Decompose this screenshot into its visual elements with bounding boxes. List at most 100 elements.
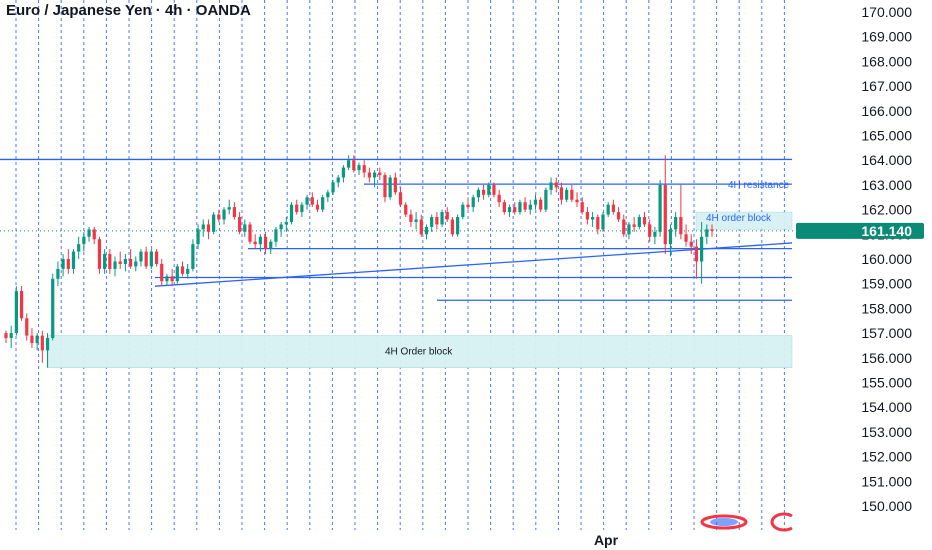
- candle-body[interactable]: [694, 246, 699, 262]
- candle-body[interactable]: [9, 333, 13, 339]
- candle-body[interactable]: [565, 189, 569, 200]
- candle-body[interactable]: [180, 266, 185, 274]
- candle-body[interactable]: [585, 212, 590, 220]
- candle-body[interactable]: [191, 244, 195, 269]
- candle-body[interactable]: [419, 219, 423, 235]
- candle-body[interactable]: [19, 291, 24, 319]
- candle-body[interactable]: [445, 212, 449, 220]
- candle-body[interactable]: [56, 268, 60, 279]
- candle-body[interactable]: [450, 219, 455, 235]
- candle-body[interactable]: [331, 182, 335, 193]
- candle-body[interactable]: [222, 209, 226, 220]
- candle-body[interactable]: [315, 204, 320, 210]
- candle-body[interactable]: [663, 184, 667, 245]
- candle-body[interactable]: [471, 197, 475, 208]
- candle-body[interactable]: [632, 224, 636, 227]
- candle-body[interactable]: [305, 197, 309, 205]
- candle-body[interactable]: [575, 199, 579, 203]
- candle-body[interactable]: [689, 241, 693, 247]
- candle-body[interactable]: [497, 194, 501, 203]
- candle-body[interactable]: [658, 184, 662, 232]
- candle-body[interactable]: [456, 217, 460, 235]
- candle-body[interactable]: [461, 204, 465, 218]
- candle-body[interactable]: [165, 276, 169, 282]
- candle-body[interactable]: [71, 251, 76, 269]
- candle-body[interactable]: [201, 224, 205, 230]
- candle-body[interactable]: [383, 175, 387, 198]
- candle-body[interactable]: [476, 189, 481, 198]
- candle-body[interactable]: [212, 214, 216, 232]
- candle-body[interactable]: [570, 189, 574, 200]
- candle-body[interactable]: [668, 229, 673, 245]
- candle-body[interactable]: [170, 276, 174, 282]
- candle-body[interactable]: [440, 212, 444, 225]
- candle-body[interactable]: [97, 239, 102, 269]
- candle-body[interactable]: [274, 229, 278, 242]
- candle-body[interactable]: [139, 251, 143, 262]
- candle-body[interactable]: [14, 291, 18, 334]
- candle-body[interactable]: [30, 335, 34, 343]
- candle-body[interactable]: [103, 254, 107, 269]
- candle-body[interactable]: [481, 189, 486, 195]
- candle-body[interactable]: [206, 224, 211, 232]
- candle-body[interactable]: [616, 212, 621, 220]
- candle-body[interactable]: [253, 241, 257, 245]
- candle-body[interactable]: [466, 204, 470, 208]
- candle-body[interactable]: [674, 217, 678, 230]
- candle-body[interactable]: [507, 207, 512, 213]
- candle-body[interactable]: [404, 204, 408, 215]
- candle-body[interactable]: [45, 338, 50, 351]
- candle-body[interactable]: [196, 229, 200, 245]
- candle-body[interactable]: [362, 165, 366, 173]
- candle-body[interactable]: [61, 259, 65, 269]
- candle-body[interactable]: [637, 217, 641, 227]
- candle-body[interactable]: [388, 177, 392, 198]
- candle-body[interactable]: [705, 229, 709, 237]
- candle-body[interactable]: [134, 261, 138, 267]
- candle-body[interactable]: [284, 221, 288, 225]
- candle-body[interactable]: [590, 217, 595, 220]
- candle-body[interactable]: [154, 251, 159, 264]
- candle-body[interactable]: [528, 204, 532, 210]
- candle-body[interactable]: [35, 335, 39, 343]
- candle-body[interactable]: [684, 234, 688, 242]
- candle-body[interactable]: [243, 224, 247, 232]
- candle-body[interactable]: [144, 251, 148, 267]
- trendline[interactable]: [154, 242, 793, 287]
- candle-body[interactable]: [248, 224, 252, 242]
- candle-body[interactable]: [523, 202, 527, 210]
- candle-body[interactable]: [398, 192, 403, 205]
- candle-body[interactable]: [40, 335, 44, 351]
- candle-body[interactable]: [295, 204, 299, 213]
- candle-body[interactable]: [227, 207, 231, 210]
- candle-body[interactable]: [596, 217, 600, 230]
- candle-body[interactable]: [118, 261, 122, 264]
- order-block-zone[interactable]: [47, 335, 793, 368]
- order-block-zone-upper[interactable]: [695, 211, 793, 230]
- candle-body[interactable]: [279, 224, 283, 230]
- candle-body[interactable]: [336, 177, 340, 183]
- candle-body[interactable]: [372, 172, 377, 178]
- candle-body[interactable]: [51, 278, 55, 339]
- candle-body[interactable]: [82, 236, 86, 245]
- candle-body[interactable]: [518, 202, 522, 213]
- candle-body[interactable]: [513, 207, 517, 213]
- candle-body[interactable]: [149, 251, 153, 267]
- candle-body[interactable]: [263, 236, 268, 250]
- candle-body[interactable]: [580, 202, 584, 213]
- candle-body[interactable]: [123, 259, 128, 264]
- candle-body[interactable]: [25, 318, 29, 336]
- candle-body[interactable]: [357, 165, 361, 171]
- candle-body[interactable]: [393, 177, 397, 193]
- candle-body[interactable]: [606, 204, 610, 215]
- candle-body[interactable]: [435, 217, 439, 225]
- candle-body[interactable]: [653, 231, 657, 237]
- candle-body[interactable]: [627, 224, 631, 235]
- candle-body[interactable]: [601, 214, 605, 230]
- candle-body[interactable]: [549, 182, 553, 190]
- candle-body[interactable]: [611, 204, 615, 213]
- candle-body[interactable]: [160, 263, 164, 282]
- candle-body[interactable]: [430, 217, 434, 227]
